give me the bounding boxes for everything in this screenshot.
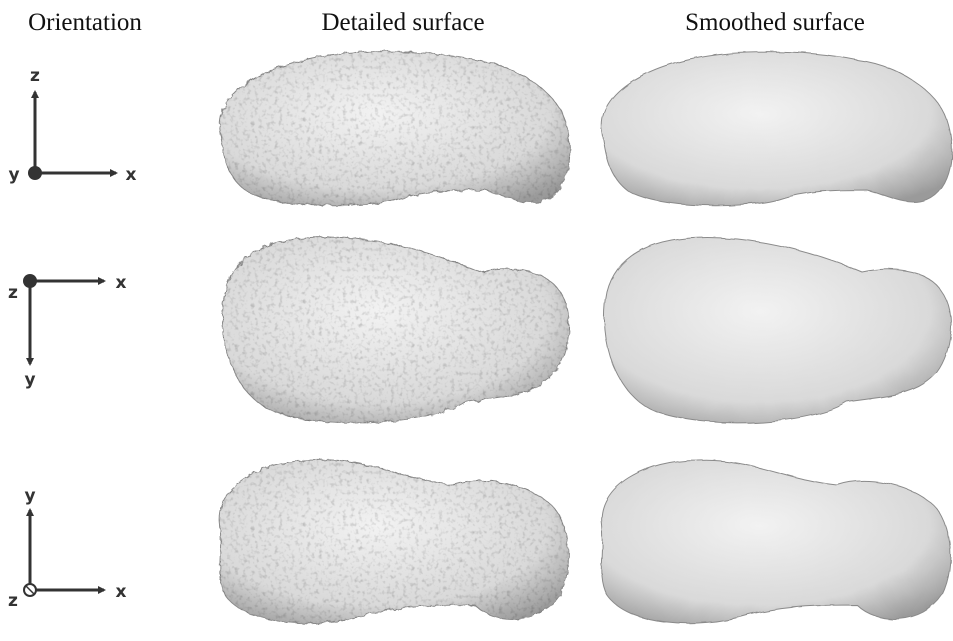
axis-label: z (30, 66, 40, 86)
detailed-render (220, 52, 570, 206)
axis-label: x (116, 582, 127, 602)
smoothed-render (602, 52, 952, 206)
detailed-render (222, 237, 569, 423)
axis-label: z (8, 591, 18, 611)
axis-label: y (24, 486, 35, 506)
axis-label: y (8, 165, 19, 185)
axes-icon: z y x (8, 66, 136, 185)
smoothed-render (602, 460, 951, 623)
column-header: Detailed surface (321, 9, 484, 36)
column-header: Smoothed surface (685, 9, 865, 36)
detailed-render (220, 460, 569, 623)
figure: Orientation Detailed surface Smoothed su… (0, 0, 953, 641)
axes-icon: z x y (8, 273, 126, 390)
axis-label: z (8, 283, 18, 303)
axis-label: y (24, 370, 35, 390)
axis-label: x (116, 273, 127, 293)
smoothed-render (604, 237, 951, 423)
axes-icon: y z x (8, 486, 126, 611)
column-header: Orientation (28, 9, 142, 36)
axis-label: x (126, 165, 137, 185)
